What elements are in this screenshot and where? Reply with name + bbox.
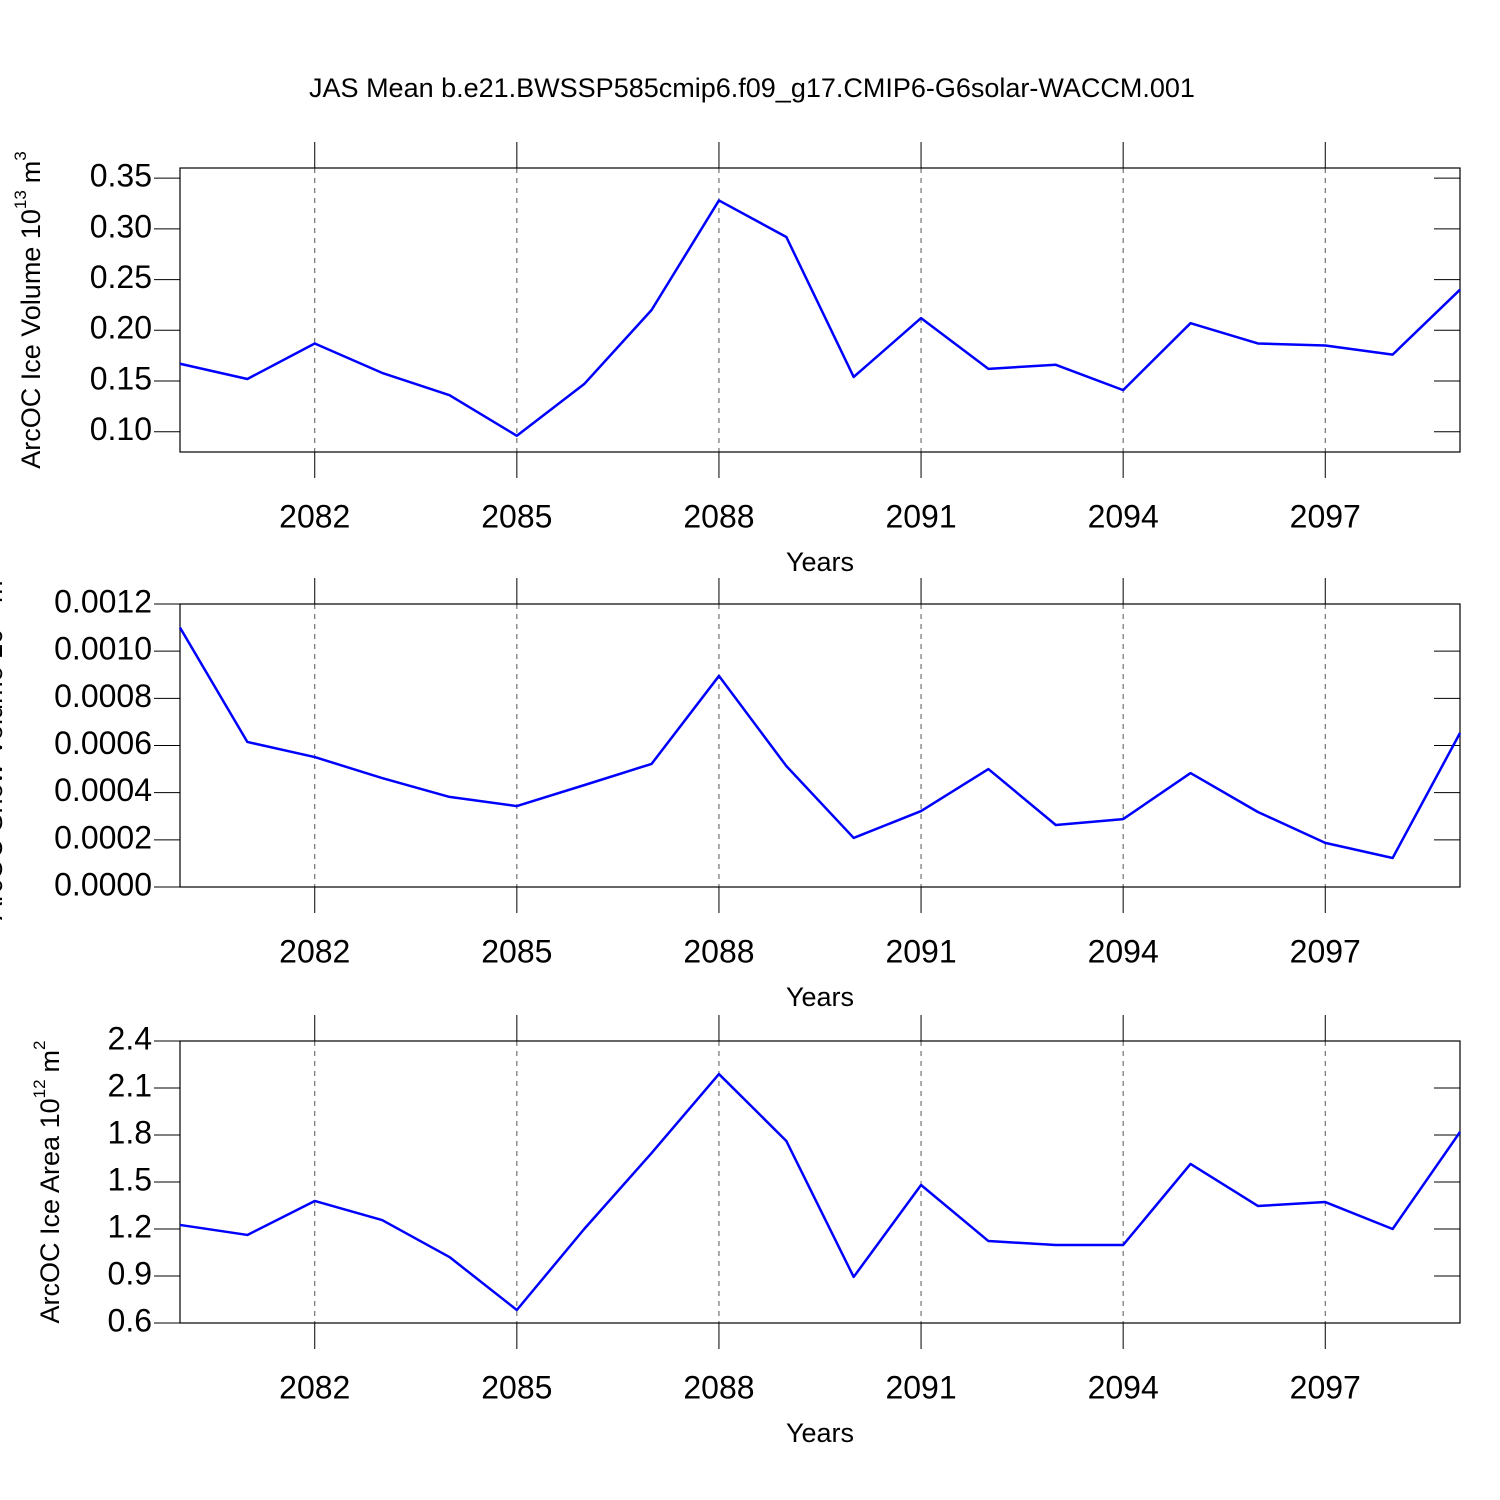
x-tick-label: 2094 (1088, 1369, 1159, 1405)
y-label-unit-exponent: 3 (11, 151, 30, 160)
x-tick-label: 2088 (683, 933, 754, 969)
x-tick-label: 2097 (1290, 498, 1361, 534)
y-tick-label: 0.0002 (54, 819, 152, 855)
y-tick-label: 1.5 (108, 1161, 152, 1197)
y-tick-label: 1.8 (108, 1114, 152, 1150)
x-tick-label: 2082 (279, 933, 350, 969)
y-tick-label: 0.9 (108, 1255, 152, 1291)
x-tick-label: 2091 (885, 498, 956, 534)
y-tick-label: 0.6 (108, 1302, 152, 1338)
data-line (179, 199, 1461, 438)
y-label-text: ArcOC Ice Area 10 (35, 1098, 65, 1323)
plot-frame (179, 167, 1461, 453)
x-axis-label: Years (786, 982, 854, 1012)
figure-title: JAS Mean b.e21.BWSSP585cmip6.f09_g17.CMI… (309, 73, 1195, 103)
x-tick-label: 2088 (683, 1369, 754, 1405)
x-tick-label: 2085 (481, 1369, 552, 1405)
y-tick-label: 0.35 (90, 158, 152, 194)
y-tick-label: 2.1 (108, 1067, 152, 1103)
x-tick-label: 2094 (1088, 498, 1159, 534)
y-tick-label: 0.0000 (54, 866, 152, 902)
data-line (179, 1072, 1462, 1312)
y-axis-label: ArcOC Snow Volume 1013m3 (0, 571, 8, 920)
x-axis-label: Years (786, 1418, 854, 1448)
x-tick-label: 2082 (279, 1369, 350, 1405)
y-tick-label: 0.20 (90, 310, 152, 346)
y-tick-label: 1.2 (108, 1208, 152, 1244)
y-label-unit: m (35, 1050, 65, 1073)
y-label-text: ArcOC Ice Volume 10 (16, 209, 46, 469)
x-axis-label: Years (786, 547, 854, 577)
x-tick-label: 2088 (683, 498, 754, 534)
y-label-unit: m (16, 161, 46, 184)
x-tick-label: 2097 (1290, 933, 1361, 969)
x-tick-label: 2085 (481, 933, 552, 969)
y-axis-label: ArcOC Ice Volume 1013 m3 (11, 151, 46, 469)
y-tick-label: 0.30 (90, 208, 152, 244)
plot-frame (179, 1040, 1461, 1324)
x-tick-label: 2097 (1290, 1369, 1361, 1405)
x-tick-label: 2094 (1088, 933, 1159, 969)
y-label-text: ArcOC Snow Volume 10 (0, 629, 8, 920)
y-label-unit-exponent: 2 (30, 1041, 49, 1050)
y-axis-label: ArcOC Ice Area 1012 m2 (30, 1041, 65, 1324)
y-tick-label: 0.0010 (54, 631, 152, 667)
y-tick-label: 0.0004 (54, 772, 152, 808)
x-tick-label: 2082 (279, 498, 350, 534)
plot-frame (179, 603, 1461, 888)
x-tick-label: 2085 (481, 498, 552, 534)
y-tick-label: 0.25 (90, 259, 152, 295)
y-tick-label: 0.0008 (54, 678, 152, 714)
y-tick-label: 2.4 (108, 1020, 152, 1056)
y-label-exponent: 13 (11, 190, 30, 209)
data-line (178, 626, 1462, 860)
y-tick-label: 0.15 (90, 360, 152, 396)
y-tick-label: 0.0012 (54, 583, 152, 619)
x-tick-label: 2091 (885, 933, 956, 969)
y-tick-label: 0.10 (90, 411, 152, 447)
y-label-unit: m (0, 580, 8, 603)
y-tick-label: 0.0006 (54, 725, 152, 761)
y-label-exponent: 12 (30, 1079, 49, 1098)
x-tick-label: 2091 (885, 1369, 956, 1405)
